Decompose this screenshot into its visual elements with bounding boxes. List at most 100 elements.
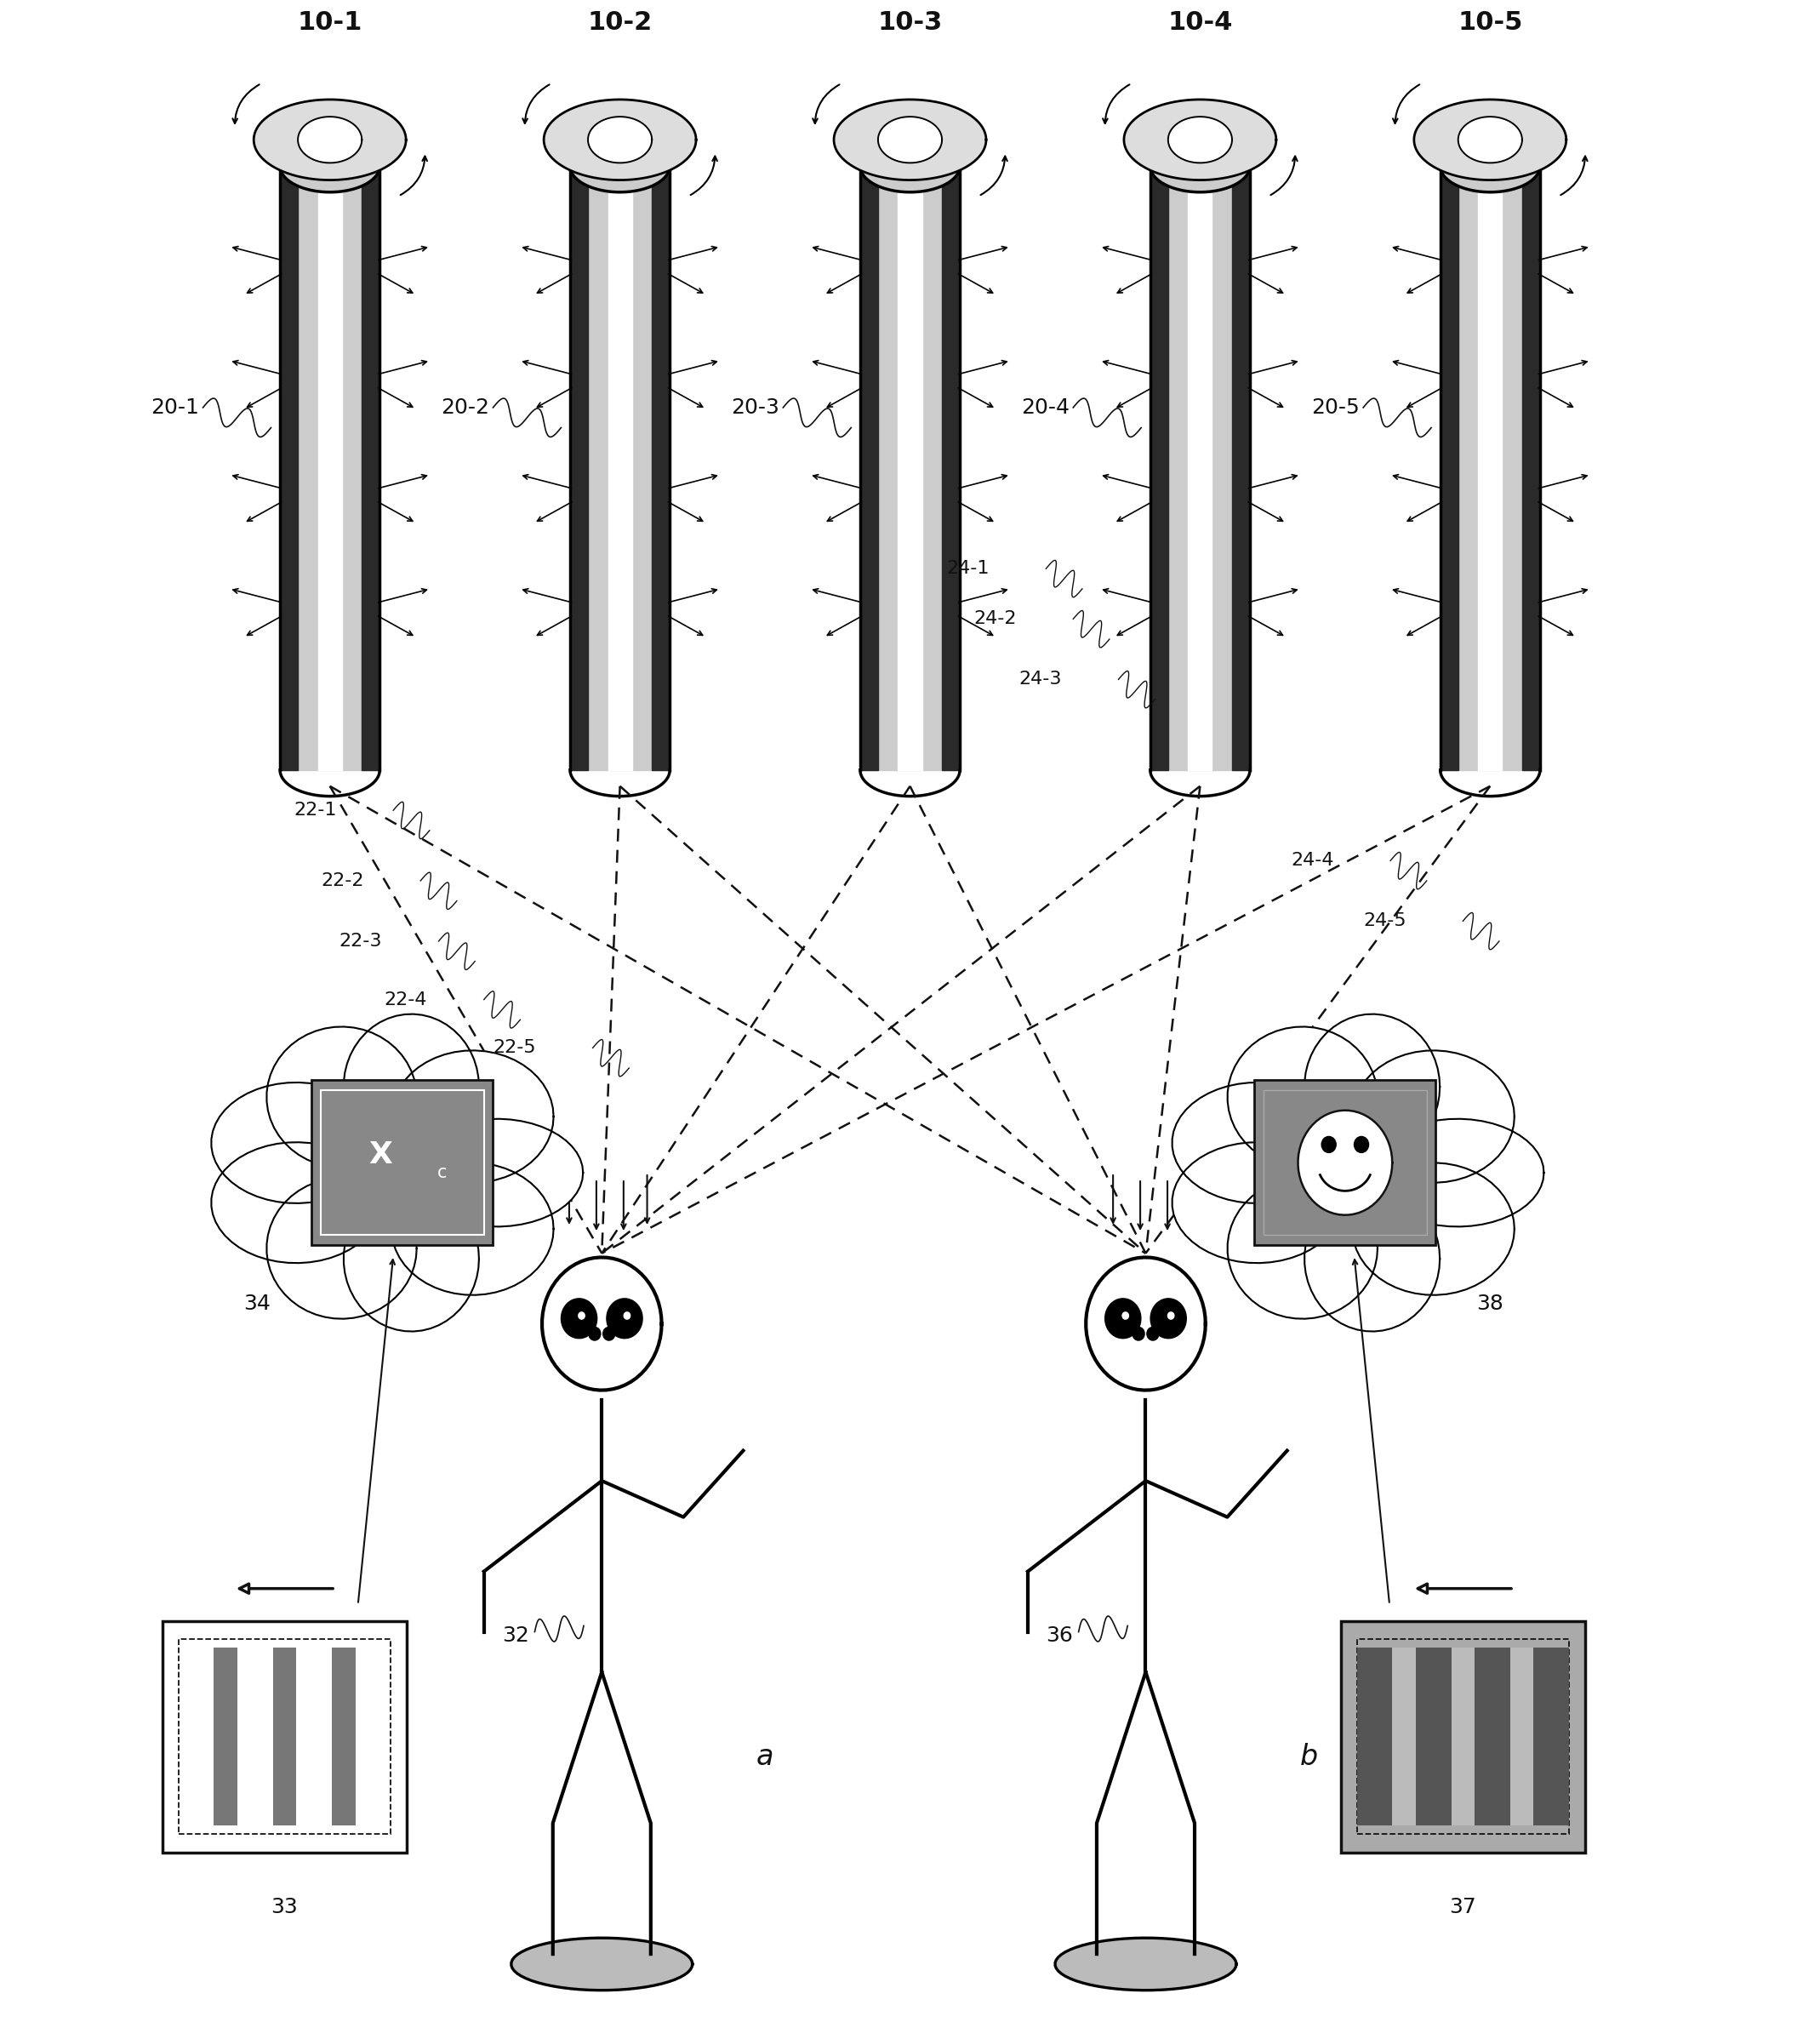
Polygon shape	[652, 166, 670, 770]
Bar	[1534, 1648, 1569, 1826]
Polygon shape	[624, 1312, 630, 1318]
Circle shape	[1354, 1136, 1369, 1153]
Text: 20-5: 20-5	[1312, 398, 1360, 419]
Polygon shape	[943, 166, 959, 770]
Polygon shape	[211, 1142, 380, 1264]
Text: 32: 32	[502, 1626, 530, 1646]
Polygon shape	[544, 99, 695, 180]
Polygon shape	[1168, 117, 1232, 164]
Polygon shape	[1056, 1937, 1236, 1990]
Polygon shape	[1440, 140, 1540, 192]
Bar	[1392, 1648, 1416, 1826]
Polygon shape	[391, 1163, 553, 1294]
Polygon shape	[834, 99, 986, 180]
Circle shape	[588, 1326, 601, 1341]
Polygon shape	[1458, 117, 1522, 164]
Polygon shape	[570, 140, 670, 192]
Bar	[1263, 1090, 1427, 1235]
Polygon shape	[1188, 166, 1212, 770]
Polygon shape	[1172, 1142, 1341, 1264]
Text: 10-3: 10-3	[877, 10, 943, 34]
Polygon shape	[1150, 166, 1168, 770]
Polygon shape	[298, 117, 362, 164]
Text: 33: 33	[271, 1897, 298, 1917]
Polygon shape	[391, 1051, 553, 1183]
Polygon shape	[1352, 1163, 1514, 1294]
Bar	[1451, 1648, 1474, 1826]
Text: 10-4: 10-4	[1168, 10, 1232, 34]
Text: 10-1: 10-1	[297, 10, 362, 34]
Text: 22-2: 22-2	[320, 871, 364, 890]
Polygon shape	[1352, 1051, 1514, 1183]
Polygon shape	[877, 117, 943, 164]
Polygon shape	[344, 1015, 479, 1159]
Polygon shape	[211, 1082, 380, 1203]
Polygon shape	[280, 166, 298, 770]
Polygon shape	[1414, 99, 1567, 180]
Bar	[162, 1622, 408, 1852]
Bar	[1416, 1648, 1451, 1826]
Polygon shape	[897, 166, 923, 770]
Polygon shape	[1440, 166, 1540, 770]
Bar	[1358, 1640, 1569, 1834]
Circle shape	[1147, 1326, 1159, 1341]
Polygon shape	[1263, 1096, 1445, 1250]
Polygon shape	[1087, 1258, 1205, 1391]
Polygon shape	[268, 1179, 417, 1318]
Bar	[1511, 1648, 1534, 1826]
Polygon shape	[1168, 1312, 1174, 1318]
Polygon shape	[1227, 1179, 1378, 1318]
Polygon shape	[606, 1298, 642, 1339]
Text: 24-1: 24-1	[946, 560, 990, 576]
Bar	[273, 1648, 297, 1826]
Polygon shape	[588, 117, 652, 164]
Polygon shape	[280, 166, 380, 770]
Bar	[311, 1080, 493, 1246]
Text: 24-4: 24-4	[1290, 851, 1334, 869]
Polygon shape	[861, 140, 959, 192]
Polygon shape	[302, 1096, 486, 1250]
Polygon shape	[1172, 1082, 1341, 1203]
Text: 24-3: 24-3	[1019, 671, 1061, 687]
Text: a: a	[757, 1743, 774, 1771]
Polygon shape	[570, 166, 670, 770]
Polygon shape	[268, 1027, 417, 1167]
Bar	[213, 1648, 237, 1826]
Text: 20-1: 20-1	[151, 398, 200, 419]
Polygon shape	[1150, 166, 1250, 770]
Text: 10-2: 10-2	[588, 10, 652, 34]
Text: 37: 37	[1449, 1897, 1476, 1917]
Polygon shape	[1105, 1298, 1141, 1339]
Polygon shape	[411, 1118, 582, 1227]
Text: b: b	[1299, 1743, 1318, 1771]
Bar	[331, 1648, 355, 1826]
Bar	[1451, 1648, 1474, 1826]
Bar	[1392, 1648, 1416, 1826]
Polygon shape	[608, 166, 632, 770]
Polygon shape	[1305, 1015, 1440, 1159]
Bar	[1254, 1080, 1436, 1246]
Polygon shape	[861, 166, 877, 770]
Text: 10-5: 10-5	[1458, 10, 1523, 34]
Bar	[1341, 1622, 1585, 1852]
Text: 20-3: 20-3	[732, 398, 779, 419]
Polygon shape	[1298, 1110, 1392, 1215]
Text: 38: 38	[1476, 1294, 1503, 1314]
Bar	[1474, 1648, 1511, 1826]
Text: c: c	[437, 1165, 448, 1181]
Text: 34: 34	[244, 1294, 271, 1314]
Polygon shape	[1232, 166, 1250, 770]
Bar	[320, 1090, 484, 1235]
Polygon shape	[511, 1937, 692, 1990]
Polygon shape	[1227, 1027, 1378, 1167]
Polygon shape	[561, 1298, 597, 1339]
Circle shape	[1321, 1136, 1336, 1153]
Text: 20-2: 20-2	[440, 398, 490, 419]
Polygon shape	[861, 166, 959, 770]
Polygon shape	[570, 166, 588, 770]
Polygon shape	[542, 1258, 662, 1391]
Polygon shape	[1372, 1118, 1543, 1227]
Bar	[1511, 1648, 1534, 1826]
Text: X: X	[369, 1140, 393, 1169]
Text: 22-4: 22-4	[384, 991, 428, 1009]
